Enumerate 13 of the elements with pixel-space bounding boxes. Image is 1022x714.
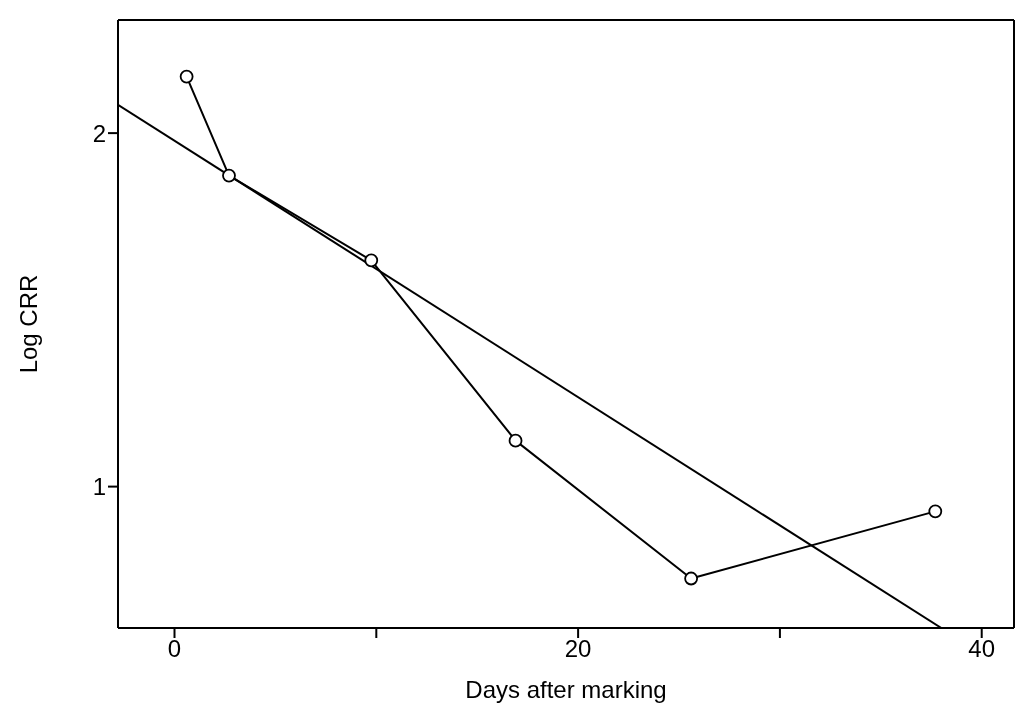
x-tick-label: 0 (167, 635, 182, 663)
point (684, 571, 699, 586)
y-axis-title: Log CRR (14, 274, 42, 374)
x-tick-label: 20 (564, 635, 592, 663)
point (928, 504, 943, 519)
point (508, 433, 523, 448)
point (364, 253, 379, 268)
y-tick-label: 1 (92, 473, 106, 501)
x-axis-title: Days after marking (465, 676, 667, 703)
point (179, 69, 194, 84)
point (222, 168, 236, 183)
x-tick-label: 40 (968, 635, 996, 663)
y-tick-label: 2 (92, 119, 106, 147)
